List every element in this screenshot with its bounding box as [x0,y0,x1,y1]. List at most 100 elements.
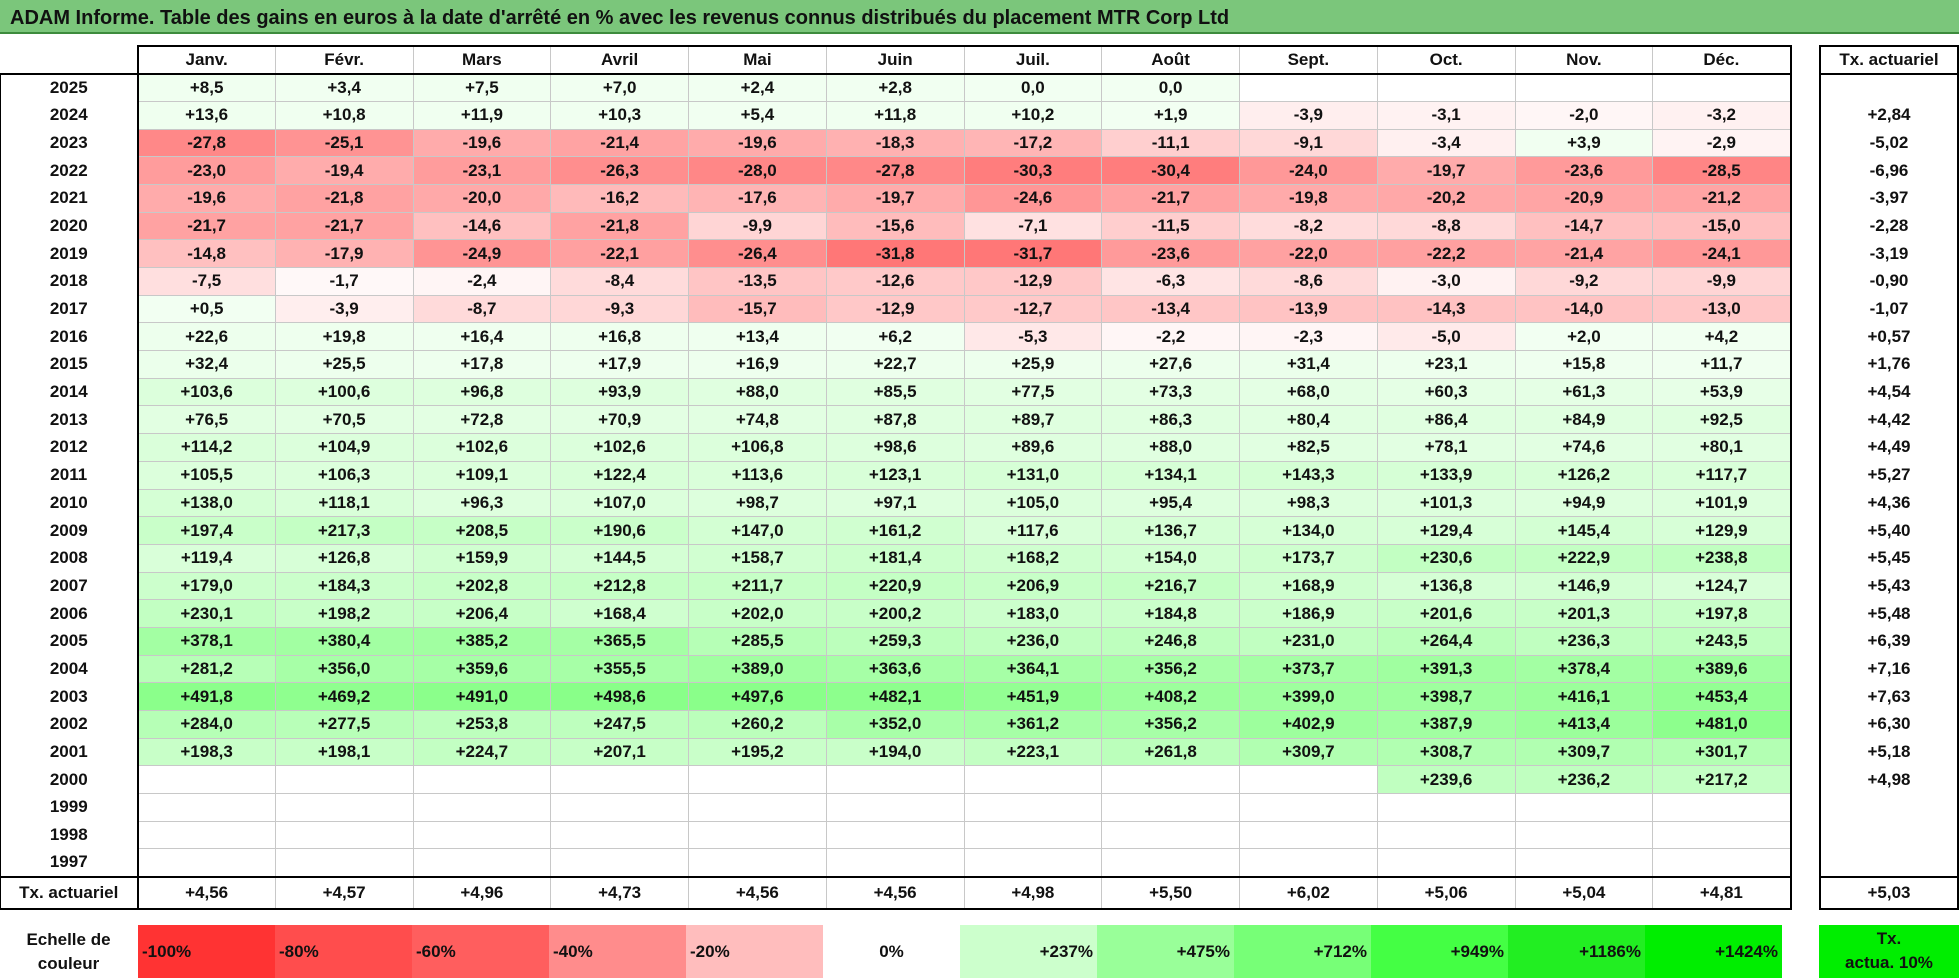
actuarial-rate-cell: -0,90 [1819,267,1959,296]
actuarial-rate-cell: +4,42 [1819,405,1959,434]
value-cell: +25,5 [274,350,414,379]
actuarial-rate-legend-line2: actua. 10% [1845,953,1933,972]
value-cell: -8,2 [1239,211,1378,241]
value-cell [688,848,827,878]
value-cell: -5,0 [1376,322,1516,352]
value-cell: +355,5 [550,654,689,684]
value-cell: -8,6 [1239,267,1378,296]
value-cell: +356,2 [1101,654,1240,684]
value-cell: +482,1 [825,682,965,711]
value-cell: +102,6 [412,433,552,462]
value-cell [688,765,827,795]
year-label: 2019 [0,239,139,268]
table-row: 2014 +103,6 +100,6 +96,8 +93,9 +88,0 +85,5 +77,… [0,377,1792,407]
value-cell: -23,6 [1101,239,1240,268]
actuarial-rate-cell: +4,98 [1819,765,1959,794]
table-row: 2016 +22,6 +19,8 +16,4 +16,8 +13,4 +6,2 -5,3 -2,… [0,322,1792,352]
month-header: Sept. [1239,45,1378,75]
value-cell: +117,7 [1652,460,1792,490]
year-label: 2025 [0,73,139,102]
value-cell: +133,9 [1376,460,1516,490]
value-cell [1376,793,1516,822]
value-cell: -2,0 [1514,100,1654,130]
value-cell: -12,7 [963,294,1103,324]
actuarial-rate-cell: +1,76 [1819,350,1959,379]
value-cell: +197,4 [136,516,276,545]
value-cell: +301,7 [1652,737,1792,767]
value-cell: +264,4 [1376,626,1516,656]
value-cell: +253,8 [412,710,552,739]
value-cell: +106,3 [274,460,414,490]
color-scale-label: Echelle de couleur [0,924,137,978]
value-cell [1239,793,1378,822]
year-label: 2007 [0,572,139,600]
value-cell: -23,6 [1514,156,1654,185]
year-label: 2010 [0,489,139,517]
value-cell: +87,8 [825,405,965,435]
value-cell: +168,9 [1239,571,1378,601]
value-cell: +100,6 [274,377,414,407]
value-cell: +93,9 [550,377,689,407]
value-cell: +82,5 [1239,433,1378,462]
value-cell: -6,3 [1101,267,1240,296]
footer-value: +4,56 [136,875,276,910]
value-cell [825,793,965,822]
actuarial-rate-cell: +0,57 [1819,322,1959,351]
value-cell [1652,793,1792,822]
value-cell: -20,0 [412,183,552,213]
value-cell: +201,3 [1514,599,1654,628]
year-label: 2012 [0,433,139,462]
value-cell: +389,6 [1652,654,1792,684]
value-cell: +10,2 [963,100,1103,130]
value-cell: -9,9 [688,211,827,241]
year-label: 2000 [0,765,139,794]
value-cell [963,793,1103,822]
value-cell: +206,4 [412,599,552,628]
color-scale-label-line1: Echelle de [26,930,111,949]
value-cell: +373,7 [1239,654,1378,684]
month-header-row: Janv. Févr. Mars Avril Mai Juin Juil. Août Sept.… [0,45,1792,75]
value-cell: +363,6 [825,654,965,684]
value-cell: +74,6 [1514,433,1654,462]
value-cell: +402,9 [1239,710,1378,739]
value-cell: +231,0 [1239,626,1378,656]
value-cell: +380,4 [274,626,414,656]
value-cell: -13,4 [1101,294,1240,324]
value-cell [688,793,827,822]
value-cell [412,793,552,822]
value-cell: +365,5 [550,626,689,656]
value-cell: -14,8 [136,239,276,268]
value-cell: +5,4 [688,100,827,130]
value-cell: +74,8 [688,405,827,435]
value-cell: +101,9 [1652,488,1792,518]
month-header: Févr. [274,45,414,75]
color-scale-swatch: +712% [1234,925,1371,978]
actuarial-rate-cell: +5,45 [1819,544,1959,573]
value-cell: -2,3 [1239,322,1378,352]
value-cell: -9,3 [550,294,689,324]
value-cell: +101,3 [1376,488,1516,518]
value-cell [1652,820,1792,850]
value-cell: -22,2 [1376,239,1516,268]
value-cell: +361,2 [963,710,1103,739]
footer-value: +4,98 [963,875,1103,910]
value-cell: +356,2 [1101,710,1240,739]
value-cell: -24,9 [412,239,552,268]
value-cell: +106,8 [688,433,827,462]
value-cell: +220,9 [825,571,965,601]
actuarial-rate-header: Tx. actuariel [1819,45,1959,75]
value-cell: +181,4 [825,543,965,573]
value-cell [1376,820,1516,850]
value-cell [550,848,689,878]
value-cell: -1,7 [274,267,414,296]
value-cell: -11,1 [1101,128,1240,158]
year-label: 2023 [0,129,139,157]
value-cell [1514,793,1654,822]
value-cell: -3,0 [1376,267,1516,296]
value-cell: +78,1 [1376,433,1516,462]
value-cell: +2,4 [688,73,827,102]
value-cell: -3,4 [1376,128,1516,158]
actuarial-rate-cell: +5,18 [1819,738,1959,766]
value-cell: +261,8 [1101,737,1240,767]
value-cell: +453,4 [1652,682,1792,711]
